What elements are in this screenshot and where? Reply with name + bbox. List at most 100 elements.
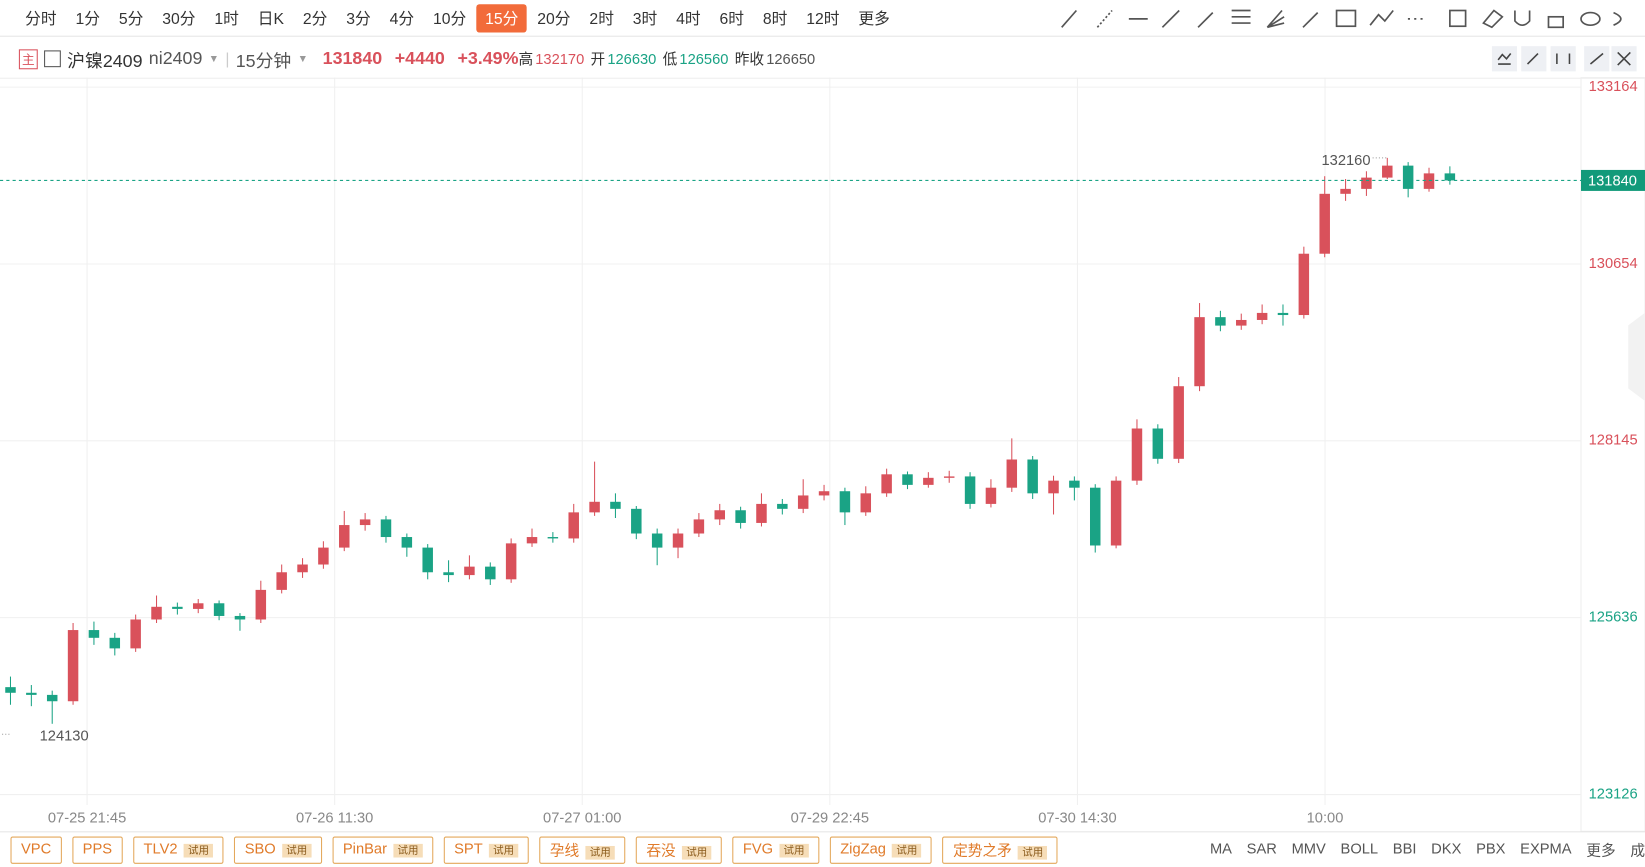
candle-body (192, 603, 204, 609)
period-button[interactable]: 2分 (302, 9, 328, 28)
candle-body (1006, 459, 1018, 488)
trial-tag: 试用 (779, 843, 809, 858)
period-button[interactable]: 4分 (389, 9, 415, 28)
candle-body (526, 537, 538, 544)
candle-body (1277, 312, 1289, 316)
x-tick-label: 07-26 11:30 (296, 811, 373, 827)
indicator-button[interactable]: SBO 试用 (234, 836, 322, 864)
open-label: 开 (590, 50, 606, 68)
chart-controls[interactable] (1491, 45, 1639, 72)
high-label: 高 (518, 50, 534, 68)
change: +4440 (394, 48, 445, 69)
period-button[interactable]: 8时 (762, 9, 788, 28)
candle-body (1131, 428, 1143, 481)
main-indicator[interactable]: PBX (1476, 839, 1506, 857)
candle-body (985, 487, 997, 504)
main-indicator[interactable]: EXPMA (1520, 839, 1572, 857)
candle-body (255, 589, 267, 620)
y-tick-label: 125636 (1589, 610, 1638, 626)
main-indicator[interactable]: BOLL (1340, 839, 1379, 857)
divider: | (225, 49, 230, 68)
periods: 分时 1分 5分 30分 1时 日K 2分 3分 4分 10分 15分 20分 2时 3时 4时 6时 8时 12… (17, 3, 901, 33)
candle-body (109, 637, 121, 649)
period-button[interactable]: 12时 (806, 9, 840, 28)
x-tick-label: 07-27 01:00 (543, 811, 621, 827)
dropdown[interactable]: ▼ (297, 53, 308, 65)
candle-body (1048, 480, 1059, 494)
period-button[interactable]: 分时 (25, 9, 57, 28)
candle-body (631, 508, 642, 534)
dropdown[interactable]: ▼ (208, 53, 220, 65)
y-tick-label: 133164 (1589, 79, 1638, 95)
candle-body (777, 503, 788, 509)
candle-body (1236, 319, 1247, 326)
candle-body (672, 533, 684, 548)
candle-body (1152, 428, 1164, 459)
candle-body (297, 564, 308, 573)
indicator-button[interactable]: 定势之矛 试用 (942, 836, 1058, 864)
candle-body (1340, 188, 1351, 194)
indicator-button[interactable]: PPS (72, 836, 123, 864)
main-indicator[interactable]: 成 (1630, 841, 1645, 859)
candle-body (547, 537, 559, 539)
candle-body (693, 519, 705, 534)
period-button[interactable]: 3分 (346, 9, 371, 28)
indicator-button[interactable]: 孕线 试用 (539, 836, 626, 864)
period-button[interactable]: 20分 (537, 9, 571, 28)
period-button[interactable]: 1分 (75, 9, 101, 28)
candle-body (1361, 177, 1372, 189)
candle-body (505, 543, 517, 580)
candle-body (88, 630, 100, 638)
candle-body (234, 615, 246, 620)
period-button[interactable]: 4时 (676, 9, 701, 28)
period-button[interactable]: 15分 (476, 3, 527, 33)
period-button[interactable]: 6时 (719, 9, 745, 28)
candle-body (172, 606, 183, 609)
period-button[interactable]: 30分 (162, 9, 196, 28)
candle-body (359, 519, 371, 526)
period-button[interactable]: 3时 (632, 9, 658, 28)
last-price-label: 131840 (1588, 173, 1637, 189)
candle-body (651, 533, 663, 548)
prev: 126650 (766, 50, 816, 68)
period-button[interactable]: 更多 (858, 9, 890, 28)
candle-body (151, 606, 162, 620)
last-price-box (1581, 169, 1645, 191)
min-label: 124130 (40, 728, 89, 744)
main-indicator[interactable]: MMV (1291, 839, 1326, 857)
indicator-button[interactable]: FVG 试用 (732, 836, 820, 864)
period-button[interactable]: 日K (257, 9, 285, 28)
main-indicator[interactable]: MA (1209, 839, 1232, 857)
candle-body (902, 474, 913, 485)
candle-body (568, 512, 579, 539)
y-tick-label: 128145 (1589, 433, 1638, 449)
candle-body (1319, 193, 1330, 254)
trial-tag: 试用 (892, 843, 922, 858)
main-indicator[interactable]: 更多 (1586, 841, 1616, 859)
indicator-button[interactable]: PinBar 试用 (332, 836, 434, 864)
quote-header: 主 沪镍2409 ni2409 ▼ | 15分钟 ▼ 131840 +4440 … (0, 40, 1645, 79)
indicator-button[interactable]: VPC (10, 836, 62, 864)
name: 沪镍2409 (67, 50, 143, 71)
indicator-button[interactable]: 吞没 试用 (635, 836, 722, 864)
indicator-button[interactable]: TLV2 试用 (133, 836, 224, 864)
candle-body (610, 501, 621, 509)
candle-body (839, 491, 851, 513)
high: 132170 (535, 50, 585, 68)
trial-tag: 试用 (682, 845, 712, 860)
period-button[interactable]: 2时 (589, 9, 614, 28)
main-indicator[interactable]: BBI (1392, 839, 1417, 857)
candle-body (964, 476, 976, 504)
indicator-button[interactable]: ZigZag 试用 (829, 836, 933, 864)
candle-body (1027, 459, 1038, 494)
period-button[interactable]: 5分 (118, 9, 144, 28)
indicator-button[interactable]: SPT 试用 (443, 836, 529, 864)
x-tick-label: 07-29 22:45 (791, 811, 869, 827)
period-button[interactable]: 10分 (433, 9, 467, 28)
candle-body (818, 491, 830, 496)
period-button[interactable]: 1时 (214, 9, 239, 28)
candle-body (1089, 487, 1101, 546)
main-indicator[interactable]: DKX (1431, 839, 1462, 857)
main-indicator[interactable]: SAR (1246, 839, 1277, 857)
